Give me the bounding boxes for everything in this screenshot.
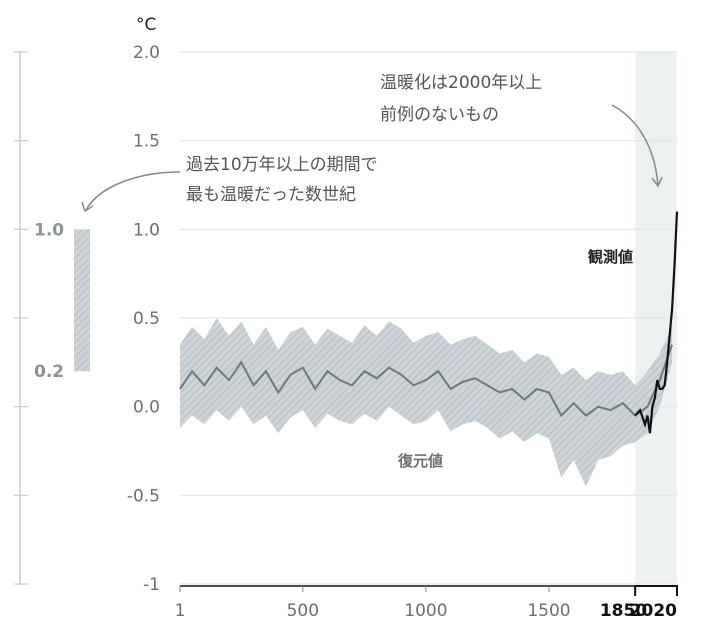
annotation-unprecedented-line2: 前例のないもの xyxy=(380,105,499,125)
x-tick-label: 500 xyxy=(287,601,319,621)
y-tick-label: 1.5 xyxy=(133,132,160,152)
side-range-scale: 1.0 0.2 xyxy=(14,51,90,585)
reconstruction-uncertainty-band xyxy=(180,318,673,487)
annotation-warmest-line2: 最も温暖だった数世紀 xyxy=(186,185,356,205)
side-axis-ticks xyxy=(14,51,28,585)
annotation-arrow-right xyxy=(611,104,659,186)
y-tick-label: -1 xyxy=(143,575,160,595)
gridlines xyxy=(180,51,677,585)
x-tick-label: 1500 xyxy=(527,601,570,621)
y-tick-label: 1.0 xyxy=(133,220,160,240)
y-axis-unit: °C xyxy=(136,15,156,35)
x-tick-label-bold: 1850 xyxy=(600,601,647,621)
y-axis: 2.0 1.5 1.0 0.5 0.0 -0.5 -1 xyxy=(127,43,160,595)
y-tick-label: 0.0 xyxy=(133,398,160,418)
reconstruction-line xyxy=(179,344,674,418)
y-tick-label: 0.5 xyxy=(133,309,160,329)
x-tick-label: 1000 xyxy=(404,601,447,621)
y-tick-label: -0.5 xyxy=(127,486,160,506)
annotation-arrowhead-right xyxy=(651,176,663,188)
series-label-reconstructed: 復元値 xyxy=(397,452,443,470)
x-tick-label: 1 xyxy=(175,601,186,621)
period-bracket xyxy=(634,585,678,596)
side-range-max-label: 1.0 xyxy=(34,220,64,240)
side-range-min-label: 0.2 xyxy=(34,362,64,382)
series-label-observed: 観測値 xyxy=(588,248,633,266)
y-tick-label: 2.0 xyxy=(133,43,160,63)
x-tick-label-bold: 2020 xyxy=(630,601,677,621)
annotation-arrowhead-left xyxy=(81,201,94,213)
side-range-bar xyxy=(74,229,90,372)
annotation-warmest-line1: 過去10万年以上の期間で xyxy=(186,155,378,175)
observation-line xyxy=(634,211,679,434)
annotation-unprecedented-line1: 温暖化は2000年以上 xyxy=(380,73,542,93)
annotation-arrow-left xyxy=(85,171,181,211)
